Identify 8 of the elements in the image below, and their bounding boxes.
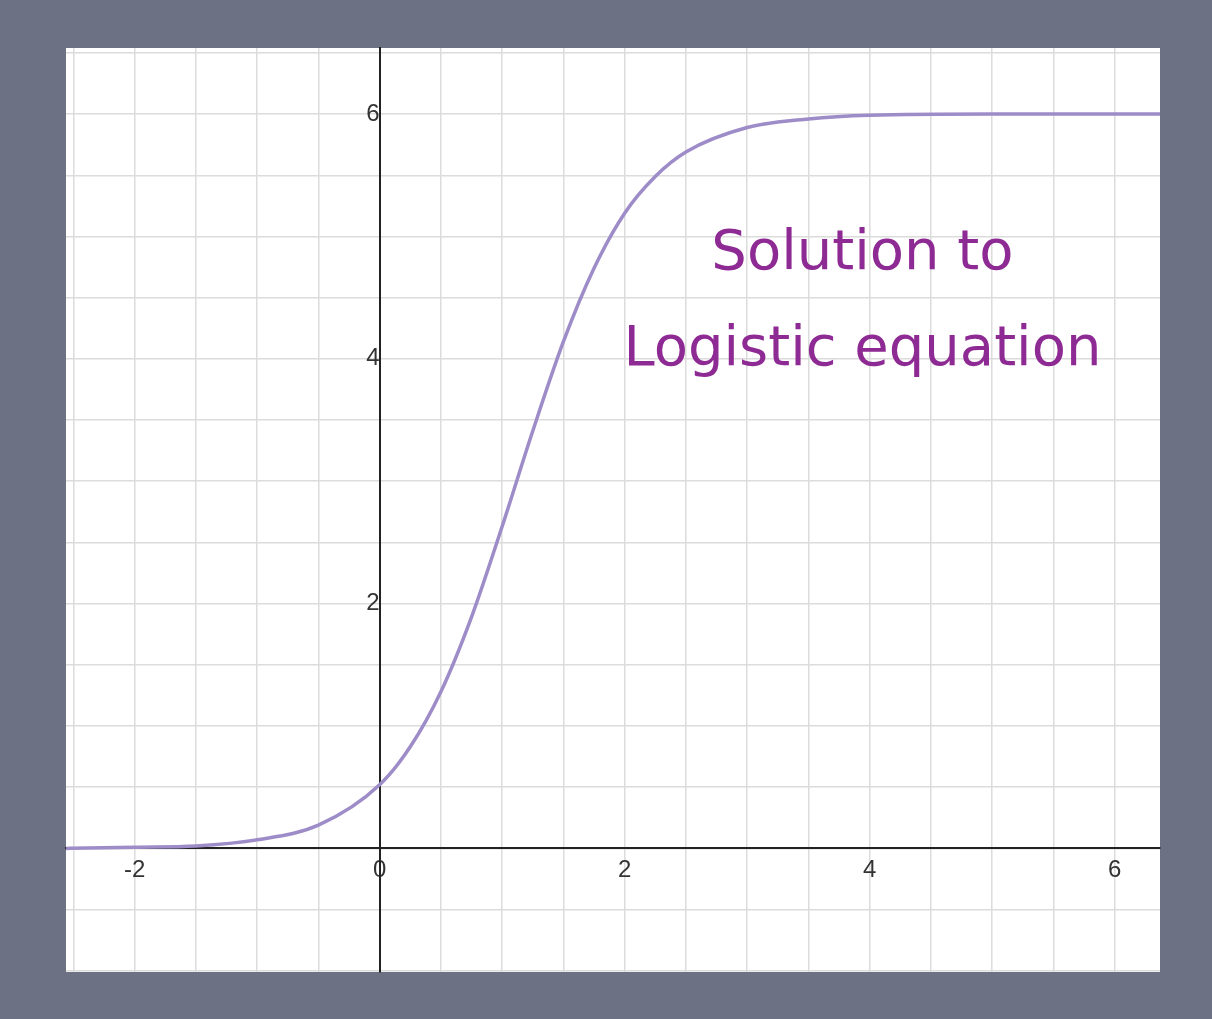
x-tick-label: 6	[1107, 855, 1122, 883]
y-tick-label: 4	[366, 343, 380, 371]
annotation: Solution to Logistic equation	[623, 216, 1102, 378]
x-tick-label: -2	[123, 855, 146, 883]
x-tick-label: 2	[617, 855, 632, 883]
y-tick-label: 2	[366, 588, 380, 616]
x-tick-label: 4	[862, 855, 877, 883]
y-tick-label: 6	[366, 98, 380, 126]
